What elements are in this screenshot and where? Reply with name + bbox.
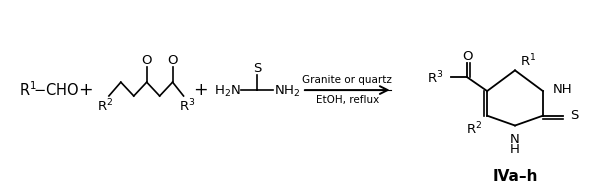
Text: R$^3$: R$^3$	[179, 98, 196, 114]
Text: S: S	[570, 109, 578, 122]
Text: Granite or quartz: Granite or quartz	[302, 75, 392, 85]
Text: O: O	[462, 50, 472, 63]
Text: +: +	[77, 81, 92, 99]
Text: EtOH, reflux: EtOH, reflux	[316, 95, 379, 105]
Text: S: S	[253, 62, 262, 75]
Text: R$^1$: R$^1$	[19, 81, 37, 99]
Text: NH$_2$: NH$_2$	[274, 83, 300, 99]
Text: $-$CHO: $-$CHO	[33, 82, 79, 98]
Text: IVa–h: IVa–h	[492, 169, 538, 184]
Text: O: O	[142, 54, 152, 67]
Text: H: H	[510, 143, 520, 156]
Text: R$^1$: R$^1$	[520, 52, 536, 69]
Text: R$^3$: R$^3$	[427, 70, 443, 86]
Text: H$_2$N: H$_2$N	[214, 83, 241, 99]
Text: NH: NH	[553, 83, 572, 96]
Text: R$^2$: R$^2$	[97, 98, 113, 114]
Text: O: O	[167, 54, 178, 67]
Text: N: N	[510, 133, 520, 146]
Text: R$^2$: R$^2$	[466, 121, 482, 137]
Text: +: +	[193, 81, 208, 99]
